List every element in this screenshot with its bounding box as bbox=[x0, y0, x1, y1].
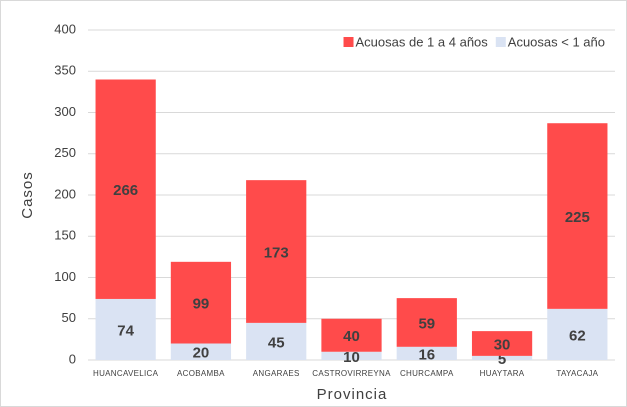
legend-swatch bbox=[343, 37, 354, 47]
data-label: 99 bbox=[193, 296, 210, 313]
y-tick-label: 300 bbox=[54, 104, 76, 119]
x-tick-label: CASTROVIRREYNA bbox=[312, 369, 391, 378]
data-label: 59 bbox=[418, 315, 435, 332]
bar-segment bbox=[396, 346, 457, 360]
data-label: 16 bbox=[418, 346, 435, 363]
bar-segment bbox=[321, 318, 382, 352]
y-tick-label: 400 bbox=[54, 21, 76, 36]
y-tick-label: 0 bbox=[69, 351, 76, 366]
x-tick-label: TAYACAJA bbox=[556, 369, 598, 378]
data-label: 45 bbox=[268, 334, 285, 351]
data-label: 62 bbox=[569, 327, 586, 344]
data-label: 10 bbox=[343, 349, 360, 366]
legend-label: Acuosas < 1 año bbox=[508, 34, 605, 49]
data-label: 266 bbox=[113, 182, 138, 199]
bar-segment bbox=[246, 322, 307, 360]
legend-label: Acuosas de 1 a 4 años bbox=[356, 34, 489, 49]
bar-segment bbox=[396, 298, 457, 347]
x-tick-label: ANGARAES bbox=[253, 369, 300, 378]
x-tick-label: HUAYTARA bbox=[480, 369, 525, 378]
bar-segment bbox=[547, 123, 608, 309]
y-tick-label: 200 bbox=[54, 186, 76, 201]
y-tick-label: 50 bbox=[62, 310, 76, 325]
bar-segment bbox=[471, 331, 533, 356]
bar-segment bbox=[246, 180, 307, 323]
data-label: 225 bbox=[565, 209, 590, 226]
bar-segment bbox=[170, 343, 232, 360]
data-label: 74 bbox=[117, 322, 134, 339]
bar-segment bbox=[471, 355, 533, 360]
data-label: 173 bbox=[264, 244, 289, 261]
x-tick-label: HUANCAVELICA bbox=[93, 369, 159, 378]
y-tick-label: 100 bbox=[54, 269, 76, 284]
bar-segment bbox=[170, 261, 232, 344]
bar-segment bbox=[95, 79, 156, 299]
data-label: 40 bbox=[343, 328, 360, 345]
data-label: 5 bbox=[498, 351, 506, 368]
y-tick-label: 150 bbox=[54, 228, 76, 243]
bar-segment bbox=[547, 308, 608, 360]
bar-segment bbox=[95, 298, 156, 360]
x-tick-label: CHURCAMPA bbox=[400, 369, 454, 378]
x-tick-label: ACOBAMBA bbox=[177, 369, 225, 378]
data-label: 20 bbox=[193, 345, 210, 362]
y-axis-title: Casos bbox=[19, 171, 36, 219]
x-axis-title: Provincia bbox=[317, 386, 388, 403]
legend-swatch bbox=[495, 37, 506, 47]
y-tick-label: 350 bbox=[54, 63, 76, 78]
y-tick-label: 250 bbox=[54, 145, 76, 160]
data-label: 30 bbox=[494, 336, 511, 353]
bar-segment bbox=[321, 351, 382, 360]
